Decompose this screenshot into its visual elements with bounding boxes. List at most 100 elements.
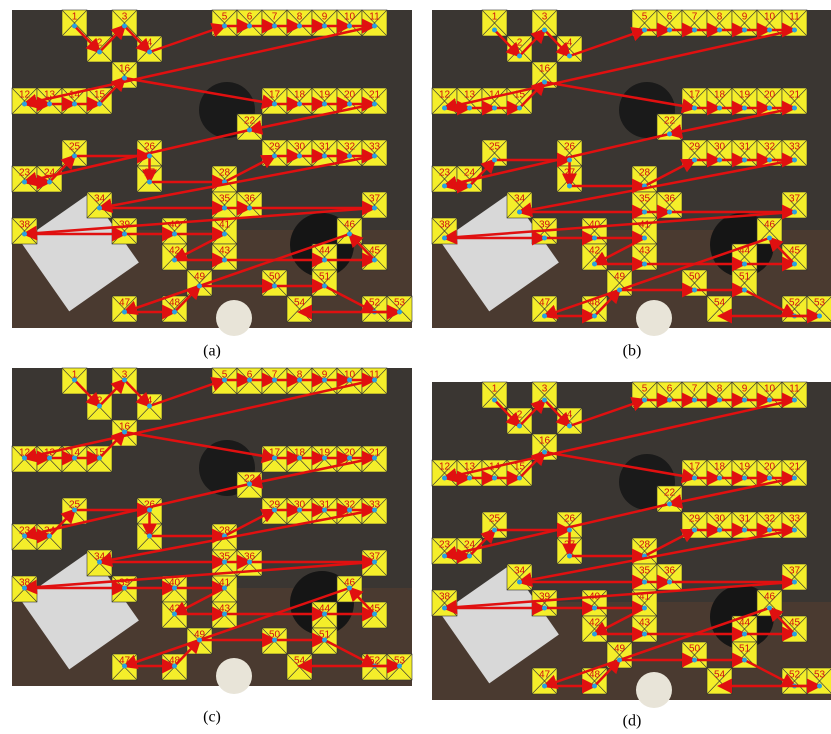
waypoint bbox=[147, 180, 152, 185]
tile-number: 30 bbox=[714, 142, 726, 153]
waypoint bbox=[72, 508, 77, 513]
tile-number: 42 bbox=[589, 246, 601, 257]
tile-number: 17 bbox=[689, 462, 701, 473]
waypoint bbox=[617, 658, 622, 663]
waypoint bbox=[372, 206, 377, 211]
tile-number: 36 bbox=[664, 194, 676, 205]
tile-number: 45 bbox=[789, 618, 801, 629]
waypoint bbox=[742, 476, 747, 481]
waypoint bbox=[297, 378, 302, 383]
waypoint bbox=[147, 50, 152, 55]
waypoint bbox=[247, 560, 252, 565]
tile-number: 2 bbox=[97, 38, 103, 49]
waypoint bbox=[692, 398, 697, 403]
waypoint bbox=[767, 476, 772, 481]
tile-number: 16 bbox=[539, 64, 551, 75]
waypoint bbox=[592, 262, 597, 267]
waypoint bbox=[667, 210, 672, 215]
tile-number: 50 bbox=[689, 644, 701, 655]
tile-number: 32 bbox=[764, 142, 776, 153]
waypoint bbox=[322, 284, 327, 289]
waypoint bbox=[97, 404, 102, 409]
tile-number: 25 bbox=[489, 514, 501, 525]
waypoint bbox=[667, 398, 672, 403]
tile-number: 51 bbox=[739, 272, 751, 283]
tile-number: 54 bbox=[294, 298, 306, 309]
tile-number: 18 bbox=[294, 90, 306, 101]
waypoint bbox=[642, 632, 647, 637]
bucket bbox=[216, 300, 252, 336]
waypoint bbox=[172, 258, 177, 263]
waypoint bbox=[322, 638, 327, 643]
waypoint bbox=[767, 606, 772, 611]
waypoint bbox=[122, 664, 127, 669]
waypoint bbox=[147, 404, 152, 409]
tile-number: 13 bbox=[464, 90, 476, 101]
tile-number: 12 bbox=[439, 90, 451, 101]
waypoint bbox=[542, 398, 547, 403]
waypoint bbox=[442, 554, 447, 559]
waypoint bbox=[122, 310, 127, 315]
waypoint bbox=[642, 236, 647, 241]
waypoint bbox=[717, 106, 722, 111]
waypoint bbox=[222, 24, 227, 29]
tile-number: 18 bbox=[714, 90, 726, 101]
tile-number: 30 bbox=[294, 142, 306, 153]
tile-number: 6 bbox=[667, 12, 673, 23]
waypoint bbox=[767, 28, 772, 33]
waypoint bbox=[322, 456, 327, 461]
tile-number: 22 bbox=[244, 116, 256, 127]
tile-number: 45 bbox=[789, 246, 801, 257]
tile-number: 44 bbox=[319, 246, 331, 257]
tile-number: 8 bbox=[717, 384, 723, 395]
waypoint bbox=[372, 24, 377, 29]
waypoint bbox=[492, 476, 497, 481]
waypoint bbox=[122, 430, 127, 435]
waypoint bbox=[667, 580, 672, 585]
waypoint bbox=[767, 158, 772, 163]
tile-number: 53 bbox=[394, 298, 406, 309]
waypoint bbox=[97, 206, 102, 211]
waypoint bbox=[272, 102, 277, 107]
waypoint bbox=[542, 28, 547, 33]
tile-number: 21 bbox=[789, 462, 801, 473]
waypoint bbox=[247, 128, 252, 133]
waypoint bbox=[542, 684, 547, 689]
waypoint bbox=[97, 456, 102, 461]
waypoint bbox=[792, 528, 797, 533]
tile-number: 19 bbox=[739, 90, 751, 101]
waypoint bbox=[247, 378, 252, 383]
tile-number: 5 bbox=[222, 12, 228, 23]
bucket bbox=[636, 672, 672, 708]
tile-number: 10 bbox=[764, 12, 776, 23]
tile-number: 4 bbox=[567, 410, 573, 421]
tile-number: 31 bbox=[739, 514, 751, 525]
waypoint bbox=[792, 262, 797, 267]
tile-number: 19 bbox=[739, 462, 751, 473]
waypoint bbox=[347, 102, 352, 107]
tile-number: 9 bbox=[742, 384, 748, 395]
tile-number: 36 bbox=[244, 194, 256, 205]
waypoint bbox=[567, 54, 572, 59]
tile-number: 28 bbox=[639, 540, 651, 551]
waypoint bbox=[122, 24, 127, 29]
tile-number: 47 bbox=[119, 298, 131, 309]
waypoint bbox=[372, 508, 377, 513]
waypoint bbox=[642, 28, 647, 33]
tile-number: 9 bbox=[742, 12, 748, 23]
waypoint bbox=[222, 586, 227, 591]
waypoint bbox=[222, 258, 227, 263]
tile-number: 3 bbox=[122, 12, 128, 23]
waypoint bbox=[467, 184, 472, 189]
tile-number: 33 bbox=[369, 142, 381, 153]
waypoint bbox=[767, 106, 772, 111]
tile-number: 12 bbox=[439, 462, 451, 473]
tile-number: 39 bbox=[539, 220, 551, 231]
waypoint bbox=[742, 398, 747, 403]
waypoint bbox=[717, 28, 722, 33]
waypoint bbox=[147, 534, 152, 539]
waypoint bbox=[642, 398, 647, 403]
waypoint bbox=[197, 284, 202, 289]
caption: (b) bbox=[623, 343, 642, 360]
